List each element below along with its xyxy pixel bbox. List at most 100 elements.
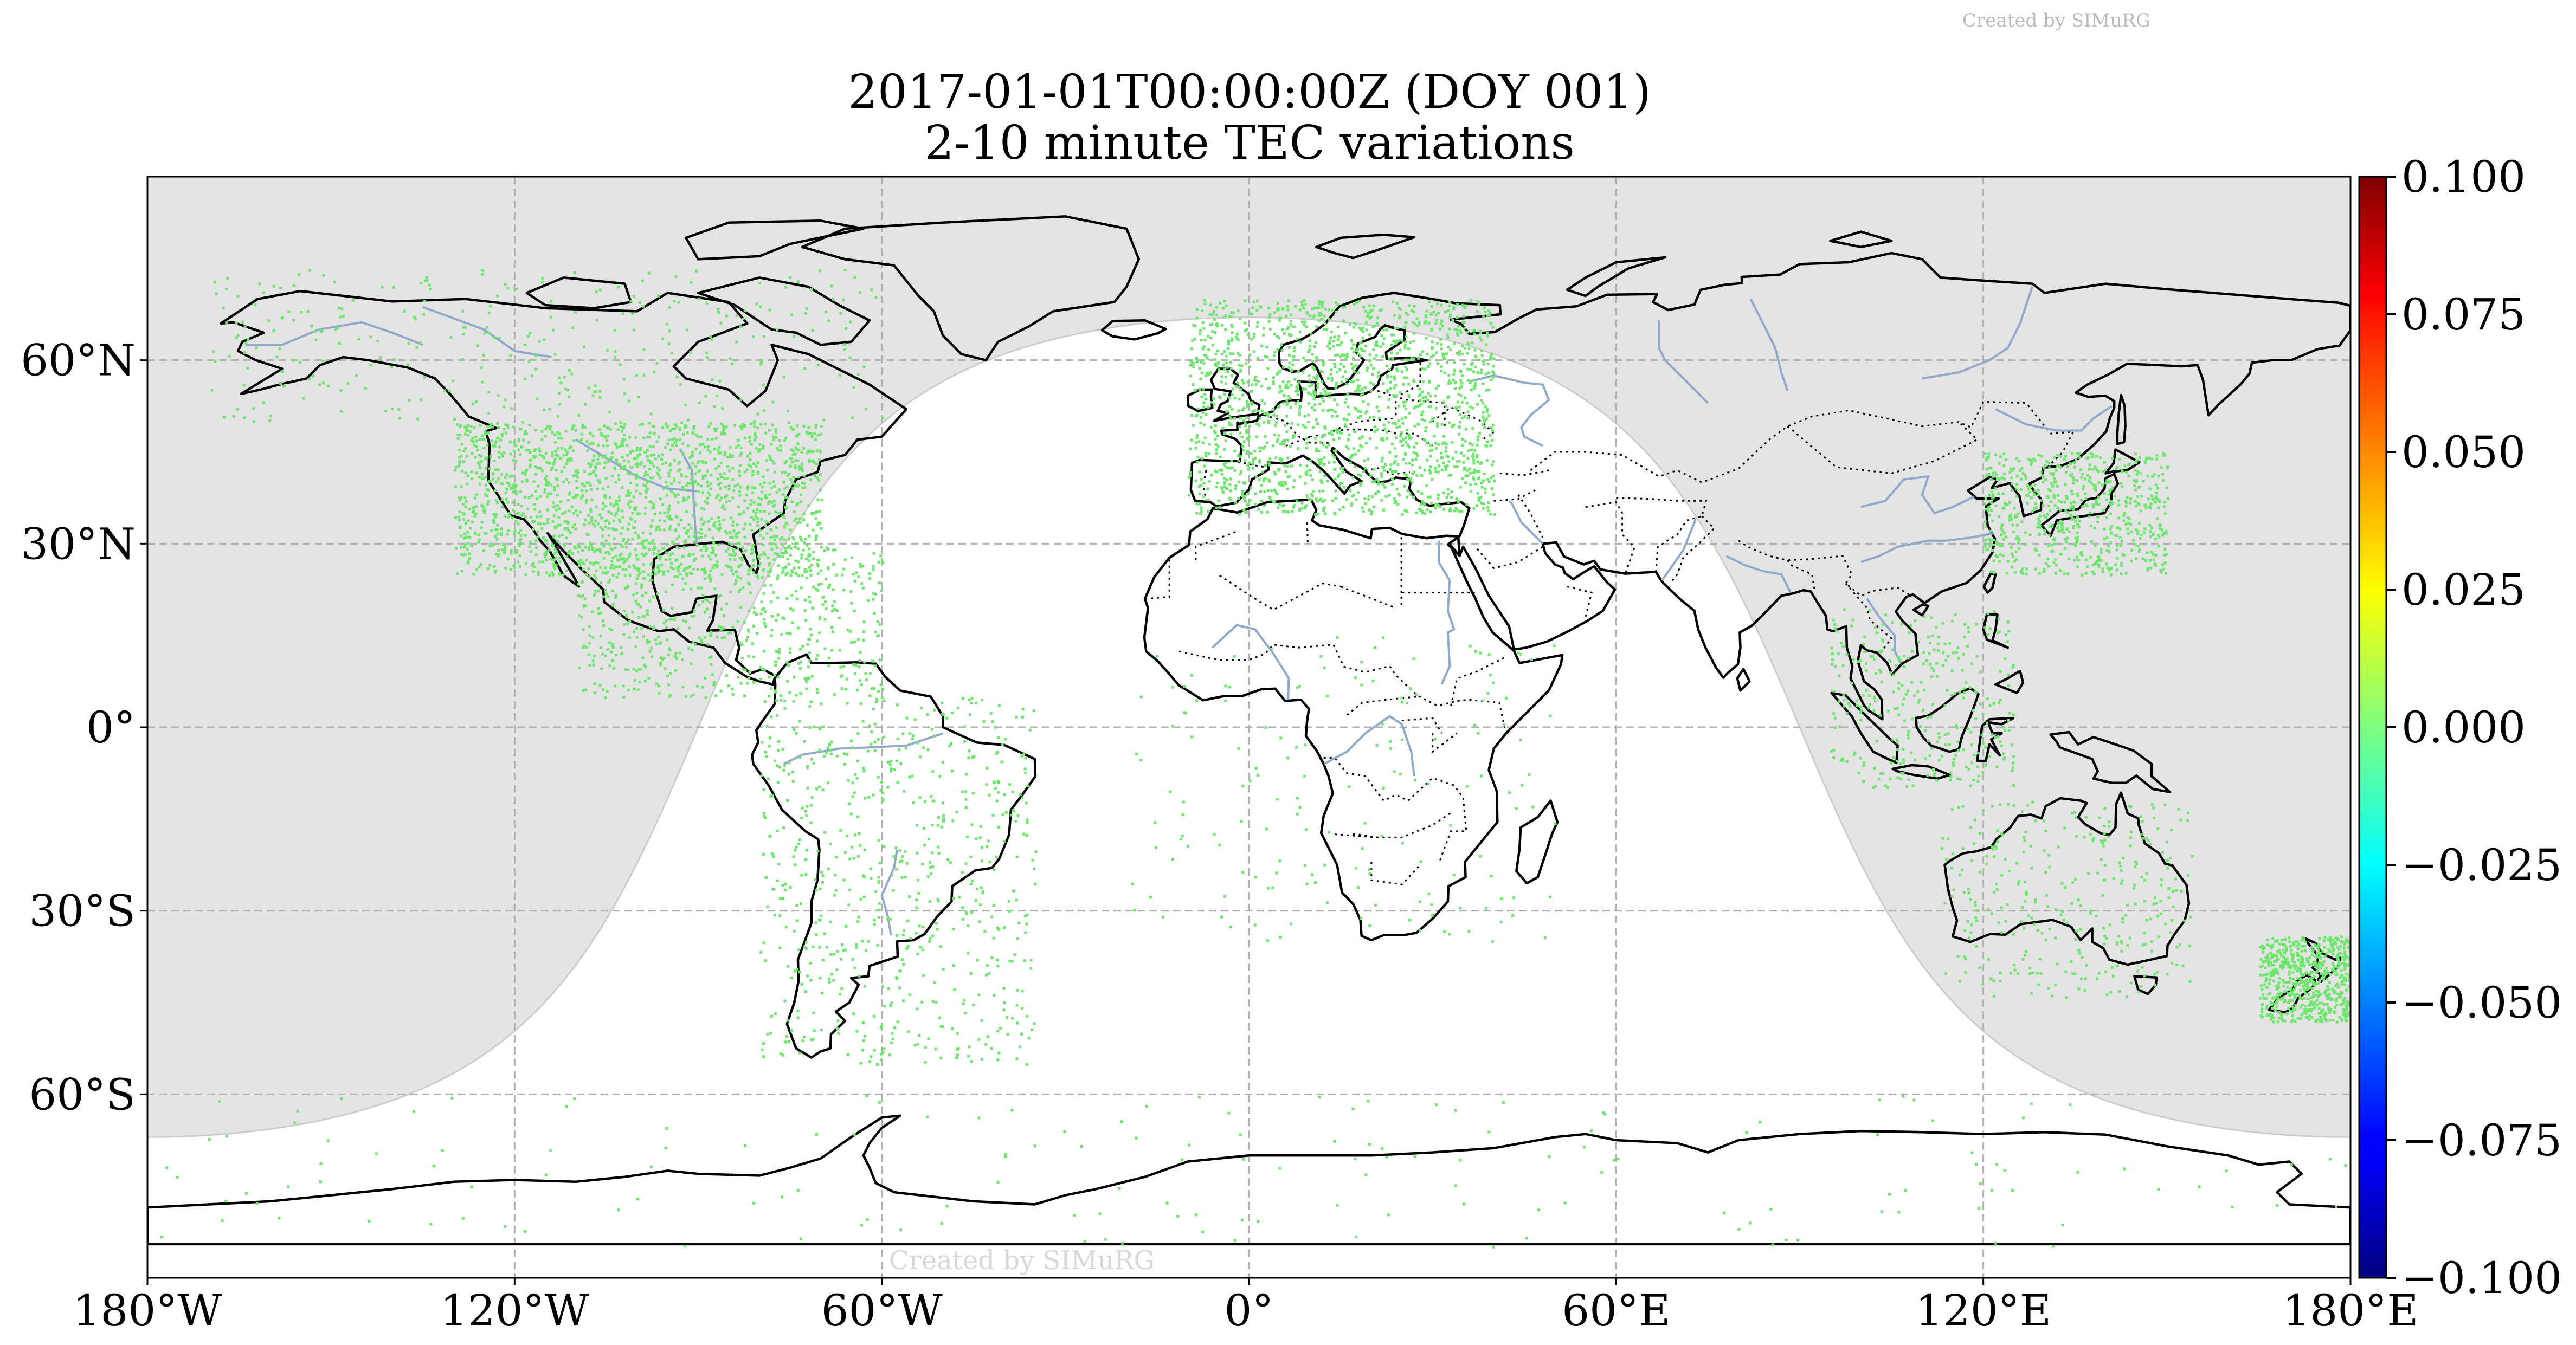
border-line [1353,812,1452,838]
x-tick-label: 180°E [2282,1285,2418,1336]
border-line [1285,436,1311,447]
tec-cluster-new-zealand [2258,935,2350,1024]
river [1922,286,2033,380]
y-tick-label: 60°S [29,1069,136,1120]
watermark-bottom: Created by SIMuRG [889,1245,1155,1276]
coast-new-guinea [2049,730,2172,793]
chart-title-line2: 2-10 minute TEC variations [924,116,1575,170]
border-line [1395,717,1442,734]
river [1658,320,1709,404]
coast-sumatra [1830,691,1899,764]
colorbar-tick-label: −0.025 [2401,840,2562,890]
border-line [1432,733,1458,754]
colorbar-tick-label: −0.075 [2401,1115,2562,1166]
x-tick-label: 0° [1225,1285,1274,1336]
river [1661,519,1697,581]
tec-cluster-europe [1188,299,1496,516]
rivers [245,286,2113,936]
x-tick-label: 180°W [73,1285,222,1336]
colorbar-tick-label: 0.025 [2401,565,2526,615]
y-tick-label: 30°N [21,519,136,569]
country-borders [1144,363,2075,885]
x-tick-label: 120°W [440,1285,589,1336]
border-line [1377,390,1446,428]
coast-taiwan [1982,572,1997,594]
coast-greenland [801,215,1141,361]
colorbar-ticks: 0.100 0.075 0.050 0.025 0.000 −0.025 −0.050 −0.… [2386,152,2562,1303]
border-line [1202,470,1207,500]
border-line [1450,656,1506,706]
river [783,732,944,765]
chart-title-line1: 2017-01-01T00:00:00Z (DOY 001) [848,65,1651,119]
border-line [1585,501,1635,574]
border-line [1787,421,1979,475]
colorbar-tick-label: 0.000 [2401,702,2526,753]
y-tick-label: 0° [86,702,136,753]
river [1469,374,1550,447]
coast-luzon [1982,612,2010,649]
border-line [1340,586,1396,609]
river [1438,540,1456,685]
x-tick-label: 60°E [1562,1285,1670,1336]
coast-ellesmere [685,219,865,261]
river [1508,500,1544,545]
colorbar [2358,176,2387,1279]
colorbar-tick-label: −0.100 [2401,1253,2562,1303]
coast-baffin [697,276,871,346]
coast-hokkaido [2104,448,2141,475]
coast-hainan [1912,603,1930,617]
coast-mindanao [1994,669,2025,695]
border-line [1195,531,1237,560]
border-line [1493,488,1537,502]
border-line [1334,833,1378,838]
border-line [1144,558,1170,600]
night-region [147,177,2350,1138]
y-tick-label: 60°N [21,335,136,386]
coast-antarctica [147,1114,2350,1246]
x-tick-label: 120°E [1915,1285,2051,1336]
border-line [1219,574,1341,611]
tec-points [160,268,2350,1249]
y-tick-label: 30°S [29,886,136,936]
colorbar-tick-label: 0.075 [2401,289,2526,340]
watermark-top: Created by SIMuRG [1962,10,2150,31]
river [1725,555,1792,593]
coast-australia [1943,791,2191,966]
colorbar-tick-label: −0.050 [2401,978,2562,1028]
river [1211,624,1290,700]
border-line [1334,428,1433,447]
coast-ireland [1186,388,1214,412]
x-tick-label: 60°W [821,1285,943,1336]
river [422,306,552,358]
gridlines [147,177,2350,1278]
border-line [1530,400,2075,484]
border-line [1346,696,1417,716]
border-line [1517,494,1544,538]
coast-north-america [220,289,908,686]
coast-svalbard [1315,233,1416,260]
x-axis-ticks: 180°W 120°W 60°W 0° 60°E 120°E 180°E [73,1278,2419,1336]
river [1323,715,1415,777]
river [1749,298,1789,391]
colorbar-tick-label: 0.100 [2401,152,2526,202]
coast-novaya-zemlya [1566,256,1666,298]
coast-madagascar [1515,799,1559,885]
river [880,849,898,936]
border-line [1567,585,1593,618]
border-line [1669,515,1716,584]
coast-severnaya [1829,230,1893,249]
coast-sakhalin [2116,393,2127,445]
border-line [1264,414,1329,444]
coast-sri-lanka [1736,668,1751,692]
coast-tasmania [2133,975,2158,995]
coast-borneo [1915,687,1980,753]
river [1860,532,1994,564]
colorbar-tick-label: 0.050 [2401,427,2526,477]
border-line [1738,540,1910,597]
river [1866,598,1902,664]
coast-south-america [751,653,1037,1059]
river [1860,475,1975,515]
border-line [1323,756,1467,864]
y-axis-ticks: 60°N 30°N 0° 30°S 60°S [21,335,147,1120]
